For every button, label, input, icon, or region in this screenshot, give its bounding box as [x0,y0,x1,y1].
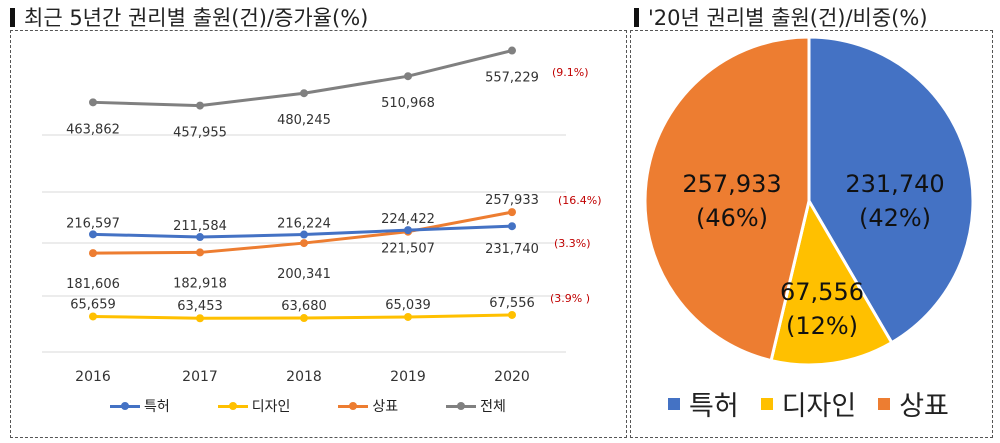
pie-legend-label-trademark: 상표 [899,391,949,422]
legend-item-trademark: 상표 [338,396,398,416]
data-point-design-2018 [300,314,308,323]
data-label-trademark-2017: 182,918 [173,276,227,291]
data-label-patent-2019: 224,422 [381,212,435,227]
data-point-total-2019 [404,72,412,81]
pie-value-label-trademark: 257,933 [682,170,781,198]
data-point-trademark-2018 [300,239,308,248]
pie-legend-swatch-trademark [878,397,891,410]
pie-legend-swatch-design [760,397,773,410]
legend-swatch-design [217,401,248,411]
data-label-total-2017: 457,955 [173,126,227,141]
title-marker [10,7,15,27]
data-point-patent-2020 [508,222,516,231]
data-label-trademark-2016: 181,606 [66,277,120,292]
x-tick-label-2020: 2020 [494,369,530,385]
data-label-trademark-2019: 221,507 [381,242,435,257]
pie-value-label-design: 67,556 [780,278,864,306]
line-chart-title: 최근 5년간 권리별 출원(건)/증가율(%) [10,2,368,32]
pie-legend-swatch-patent [668,397,680,410]
data-point-patent-2018 [300,230,308,239]
pie-slice-design [769,197,894,367]
growth-label-design: (3.9% ) [550,292,590,305]
data-point-total-2016 [89,98,97,107]
data-label-patent-2016: 216,597 [66,216,120,231]
data-point-trademark-2017 [196,248,204,257]
line-chart-legend: 특허 디자인 상표 전체 [110,396,554,416]
line-chart-frame [10,30,627,438]
legend-label-patent: 특허 [144,399,170,415]
series-line-total [92,49,513,108]
data-point-patent-2016 [89,230,97,239]
legend-label-design: 디자인 [251,399,291,415]
pie-legend-item-design: 디자인 [760,384,857,423]
data-label-trademark-2018: 200,341 [277,267,331,282]
data-label-total-2020: 557,229 [485,71,539,86]
x-tick-label-2019: 2019 [390,369,426,385]
title-marker [634,7,639,27]
pie-slice-patent [807,35,975,345]
data-point-total-2018 [300,89,308,98]
data-point-patent-2017 [196,233,204,242]
pie-slice-trademark [643,35,811,363]
pie-legend-item-patent: 특허 [668,384,739,423]
pie-chart-title-text: '20년 권리별 출원(건)/비중(%) [648,6,928,30]
pie-legend-label-patent: 특허 [689,391,739,422]
pie-legend-label-design: 디자인 [781,391,857,422]
data-label-patent-2018: 216,224 [277,217,331,232]
data-label-design-2017: 63,453 [177,299,223,314]
pie-chart-title: '20년 권리별 출원(건)/비중(%) [634,2,928,32]
pie-value-label-patent: 231,740 [845,170,944,198]
data-label-total-2019: 510,968 [381,96,435,111]
data-label-patent-2017: 211,584 [173,219,227,234]
x-tick-label-2017: 2017 [182,369,218,385]
data-point-design-2017 [196,314,204,323]
data-point-trademark-2020 [508,208,516,217]
growth-label-trademark: (16.4%) [558,194,602,207]
data-label-total-2018: 480,245 [277,113,331,128]
legend-swatch-patent [110,401,140,411]
legend-label-total: 전체 [480,399,506,415]
data-label-design-2019: 65,039 [385,298,431,313]
data-label-trademark-2020: 257,933 [485,193,539,208]
data-label-patent-2020: 231,740 [485,242,539,257]
data-point-trademark-2016 [89,249,97,258]
growth-label-patent: (3.3%) [554,237,591,250]
x-tick-label-2018: 2018 [286,369,322,385]
data-point-total-2020 [508,46,516,55]
data-point-design-2019 [404,312,412,321]
growth-label-total: (9.1%) [552,66,589,79]
legend-item-design: 디자인 [217,396,291,416]
legend-swatch-trademark [338,401,369,411]
pie-pct-label-trademark: (46%) [696,204,768,232]
legend-item-patent: 특허 [110,396,170,416]
line-chart-title-text: 최근 5년간 권리별 출원(건)/증가율(%) [24,6,369,30]
legend-label-trademark: 상표 [372,399,399,415]
data-label-total-2016: 463,862 [66,122,120,137]
pie-pct-label-patent: (42%) [859,204,931,232]
data-point-design-2016 [89,312,97,321]
data-label-design-2020: 67,556 [489,296,535,311]
data-label-design-2016: 65,659 [70,297,116,312]
data-point-patent-2019 [404,226,412,235]
legend-swatch-total [446,401,477,411]
pie-chart-frame [630,30,993,438]
pie-legend-item-trademark: 상표 [878,384,949,423]
legend-item-total: 전체 [446,396,506,416]
x-tick-label-2016: 2016 [75,369,111,385]
data-point-total-2017 [196,101,204,110]
pie-pct-label-design: (12%) [786,312,858,340]
data-label-design-2018: 63,680 [281,299,327,314]
pie-chart-legend: 특허 디자인 상표 [668,384,971,423]
data-point-design-2020 [508,310,516,319]
